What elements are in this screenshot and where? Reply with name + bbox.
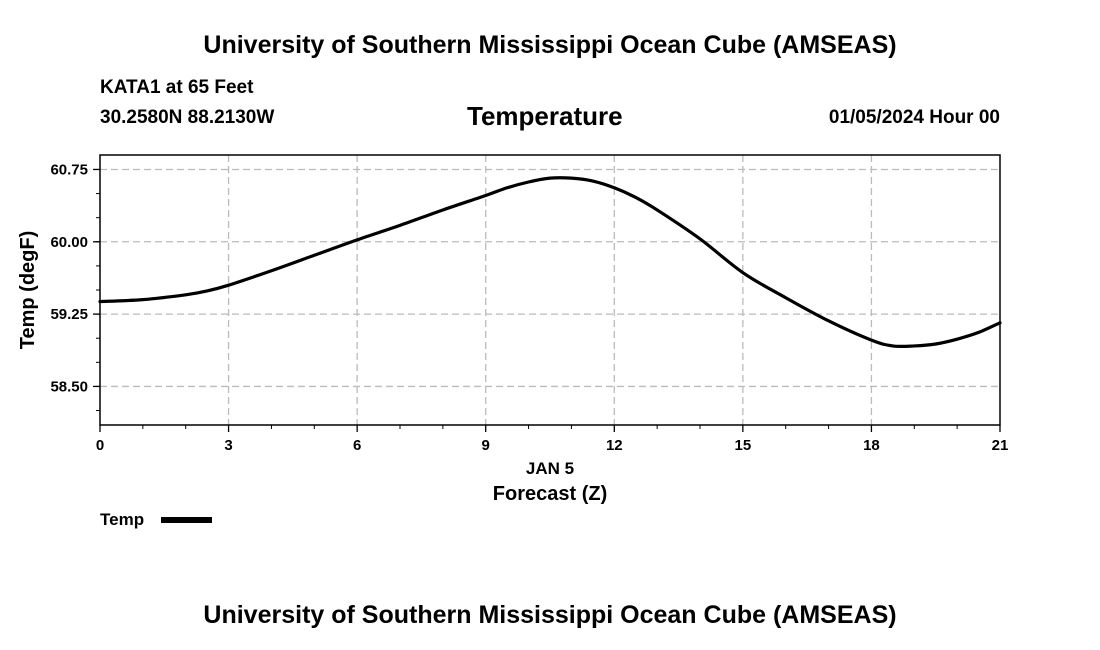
x-date-label: JAN 5 bbox=[526, 459, 574, 478]
station-label: KATA1 at 65 Feet bbox=[100, 77, 254, 98]
y-axis-label: Temp (degF) bbox=[17, 231, 39, 350]
chart-title: Temperature bbox=[467, 101, 623, 131]
x-tick-label: 18 bbox=[863, 437, 880, 454]
plot-frame bbox=[99, 154, 1001, 426]
x-axis-label: Forecast (Z) bbox=[493, 483, 607, 505]
forecast-date: 01/05/2024 Hour 00 bbox=[828, 107, 1000, 128]
y-tick-labels: 58.50 59.25 60.00 60.75 bbox=[50, 161, 88, 395]
x-tick-label: 12 bbox=[606, 437, 623, 454]
x-tick-label: 0 bbox=[96, 437, 104, 454]
y-tick-label: 60.75 bbox=[50, 161, 88, 178]
y-tick-label: 59.25 bbox=[50, 306, 88, 323]
footer-title: University of Southern Mississippi Ocean… bbox=[203, 601, 897, 629]
x-tick-label: 6 bbox=[353, 437, 361, 454]
page-title: University of Southern Mississippi Ocean… bbox=[203, 31, 897, 59]
x-tick-label: 21 bbox=[992, 437, 1009, 454]
grid bbox=[100, 155, 1000, 425]
y-tick-label: 60.00 bbox=[50, 234, 88, 251]
x-tick-label: 3 bbox=[224, 437, 232, 454]
x-tick-label: 9 bbox=[482, 437, 490, 454]
x-tick-labels: 0 3 6 9 12 15 18 21 bbox=[96, 437, 1009, 454]
station-coordinates: 30.2580N 88.2130W bbox=[100, 107, 275, 128]
series-line-temp bbox=[98, 176, 1002, 349]
x-tick-label: 15 bbox=[735, 437, 752, 454]
y-tick-label: 58.50 bbox=[50, 378, 88, 395]
legend-label-temp: Temp bbox=[100, 510, 144, 529]
